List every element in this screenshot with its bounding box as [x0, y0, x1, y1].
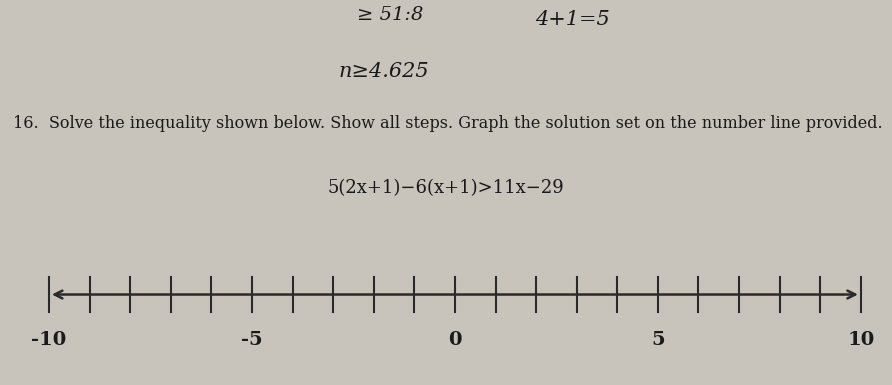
Text: 5: 5: [651, 331, 665, 349]
Text: 16.  Solve the inequality shown below. Show all steps. Graph the solution set on: 16. Solve the inequality shown below. Sh…: [13, 116, 883, 132]
Text: n≥4.625: n≥4.625: [339, 62, 430, 80]
Text: ≥ 51:8: ≥ 51:8: [357, 6, 423, 24]
Text: -5: -5: [241, 331, 263, 349]
Text: 4+1=5: 4+1=5: [535, 10, 610, 28]
Text: 10: 10: [847, 331, 874, 349]
Text: 5(2x+1)−6(x+1)>11x−29: 5(2x+1)−6(x+1)>11x−29: [327, 179, 565, 197]
Text: 0: 0: [448, 331, 462, 349]
Text: -10: -10: [31, 331, 67, 349]
